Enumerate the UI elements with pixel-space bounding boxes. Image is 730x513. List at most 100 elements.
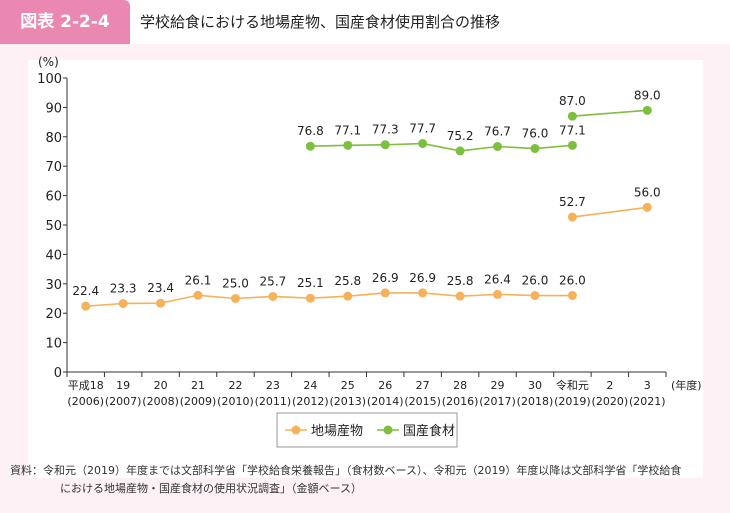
- x-tick-label: (2018): [517, 395, 554, 408]
- data-point: [455, 291, 465, 301]
- data-label: 77.7: [409, 122, 436, 136]
- x-tick-label: 27: [416, 379, 430, 392]
- data-point: [567, 140, 577, 150]
- y-tick-label: 60: [45, 190, 62, 205]
- data-label: 26.9: [409, 271, 436, 285]
- data-label: 26.0: [522, 274, 549, 288]
- y-tick-label: 20: [45, 307, 62, 322]
- data-point: [268, 291, 278, 301]
- y-tick-label: 90: [45, 101, 62, 116]
- data-point: [567, 111, 577, 121]
- x-tick-label: 3: [644, 379, 651, 392]
- x-tick-label: 25: [341, 379, 355, 392]
- data-label: 23.4: [147, 281, 174, 295]
- x-tick-label: 23: [266, 379, 280, 392]
- data-point: [530, 144, 540, 154]
- y-tick-label: 70: [45, 160, 62, 175]
- y-tick-label: 80: [45, 131, 62, 146]
- data-label: 26.1: [185, 273, 212, 287]
- series-line-地場産物: [85, 292, 573, 307]
- data-label: 89.0: [634, 88, 661, 102]
- x-tick-label: 30: [528, 379, 542, 392]
- series-line-地場産物: [572, 206, 648, 218]
- data-point: [193, 290, 203, 300]
- data-point: [305, 293, 315, 303]
- y-tick-label: 50: [45, 219, 62, 234]
- x-tick-label: (2009): [180, 395, 217, 408]
- x-tick-label: (2021): [629, 395, 666, 408]
- data-point: [530, 291, 540, 301]
- x-tick-label: (2014): [367, 395, 404, 408]
- data-label: 77.3: [372, 123, 399, 137]
- legend-marker: [383, 425, 393, 435]
- legend-label: 国産食材: [403, 423, 455, 439]
- data-label: 25.7: [260, 274, 287, 288]
- x-tick-label: 20: [154, 379, 168, 392]
- data-label: 52.7: [559, 195, 586, 209]
- data-label: 23.3: [110, 281, 137, 295]
- data-point: [156, 298, 166, 308]
- x-tick-label: (2020): [592, 395, 629, 408]
- data-label: 25.8: [334, 274, 361, 288]
- data-label: 25.1: [297, 276, 324, 290]
- chart-panel: [28, 60, 703, 478]
- data-point: [418, 139, 428, 149]
- x-tick-label: (2010): [217, 395, 254, 408]
- x-tick-label: (2007): [105, 395, 142, 408]
- x-tick-label: 28: [453, 379, 467, 392]
- data-point: [343, 291, 353, 301]
- data-label: 75.2: [447, 129, 474, 143]
- y-axis-label: (%): [38, 55, 59, 69]
- y-tick-label: 40: [45, 248, 62, 263]
- data-point: [493, 289, 503, 299]
- header: 図表 2-2-4 学校給食における地場産物、国産食材使用割合の推移: [0, 0, 730, 44]
- data-point: [118, 298, 128, 308]
- data-point: [455, 146, 465, 156]
- y-tick-label: 0: [54, 366, 62, 381]
- x-tick-label: 24: [303, 379, 317, 392]
- legend-marker: [291, 425, 301, 435]
- x-axis-label: (年度): [671, 378, 702, 392]
- x-tick-label: (2011): [255, 395, 292, 408]
- data-label: 25.8: [447, 274, 474, 288]
- x-tick-label: (2016): [442, 395, 479, 408]
- x-tick-label: (2006): [67, 395, 104, 408]
- x-tick-label: 令和元: [556, 378, 589, 392]
- data-label: 87.0: [559, 94, 586, 108]
- x-tick-label: 26: [378, 379, 392, 392]
- data-point: [230, 294, 240, 303]
- figure-label: 図表 2-2-4: [0, 0, 130, 44]
- y-tick-label: 30: [45, 278, 62, 293]
- data-point: [81, 301, 91, 311]
- data-point: [493, 142, 503, 152]
- data-point: [418, 288, 428, 298]
- x-tick-label: (2017): [479, 395, 516, 408]
- x-tick-label: (2015): [404, 395, 441, 408]
- data-point: [567, 291, 577, 301]
- source-note-line1: 資料：令和元（2019）年度までは文部科学省「学校給食栄養報告」（食材数ベース）…: [10, 464, 682, 477]
- x-tick-label: (2012): [292, 395, 329, 408]
- x-tick-label: 19: [116, 379, 130, 392]
- chart: 0 10 20 30 40 50 60 70 80 90 100 (%) 平成18 (2006) 19 (20…: [37, 55, 702, 448]
- data-label: 77.1: [334, 123, 361, 137]
- data-label: 26.4: [484, 272, 511, 286]
- data-point: [380, 288, 390, 298]
- series-line-国産食材: [310, 142, 573, 152]
- data-point: [642, 202, 652, 212]
- data-label: 26.9: [372, 271, 399, 285]
- data-label: 25.0: [222, 277, 249, 291]
- y-tick-label: 10: [45, 337, 62, 352]
- x-tick-label: 平成18: [68, 379, 104, 392]
- data-label: 76.8: [297, 124, 324, 138]
- x-tick-label: (2008): [142, 395, 179, 408]
- x-tick-label: (2019): [554, 395, 591, 408]
- series-line-国産食材: [572, 109, 648, 118]
- data-label: 22.4: [72, 284, 99, 298]
- data-point: [567, 212, 577, 222]
- data-point: [642, 105, 652, 115]
- x-tick-label: 22: [228, 379, 242, 392]
- y-tick-label: 100: [37, 72, 62, 87]
- data-label: 76.0: [522, 127, 549, 141]
- data-label: 77.1: [559, 123, 586, 137]
- x-tick-label: 2: [606, 379, 613, 392]
